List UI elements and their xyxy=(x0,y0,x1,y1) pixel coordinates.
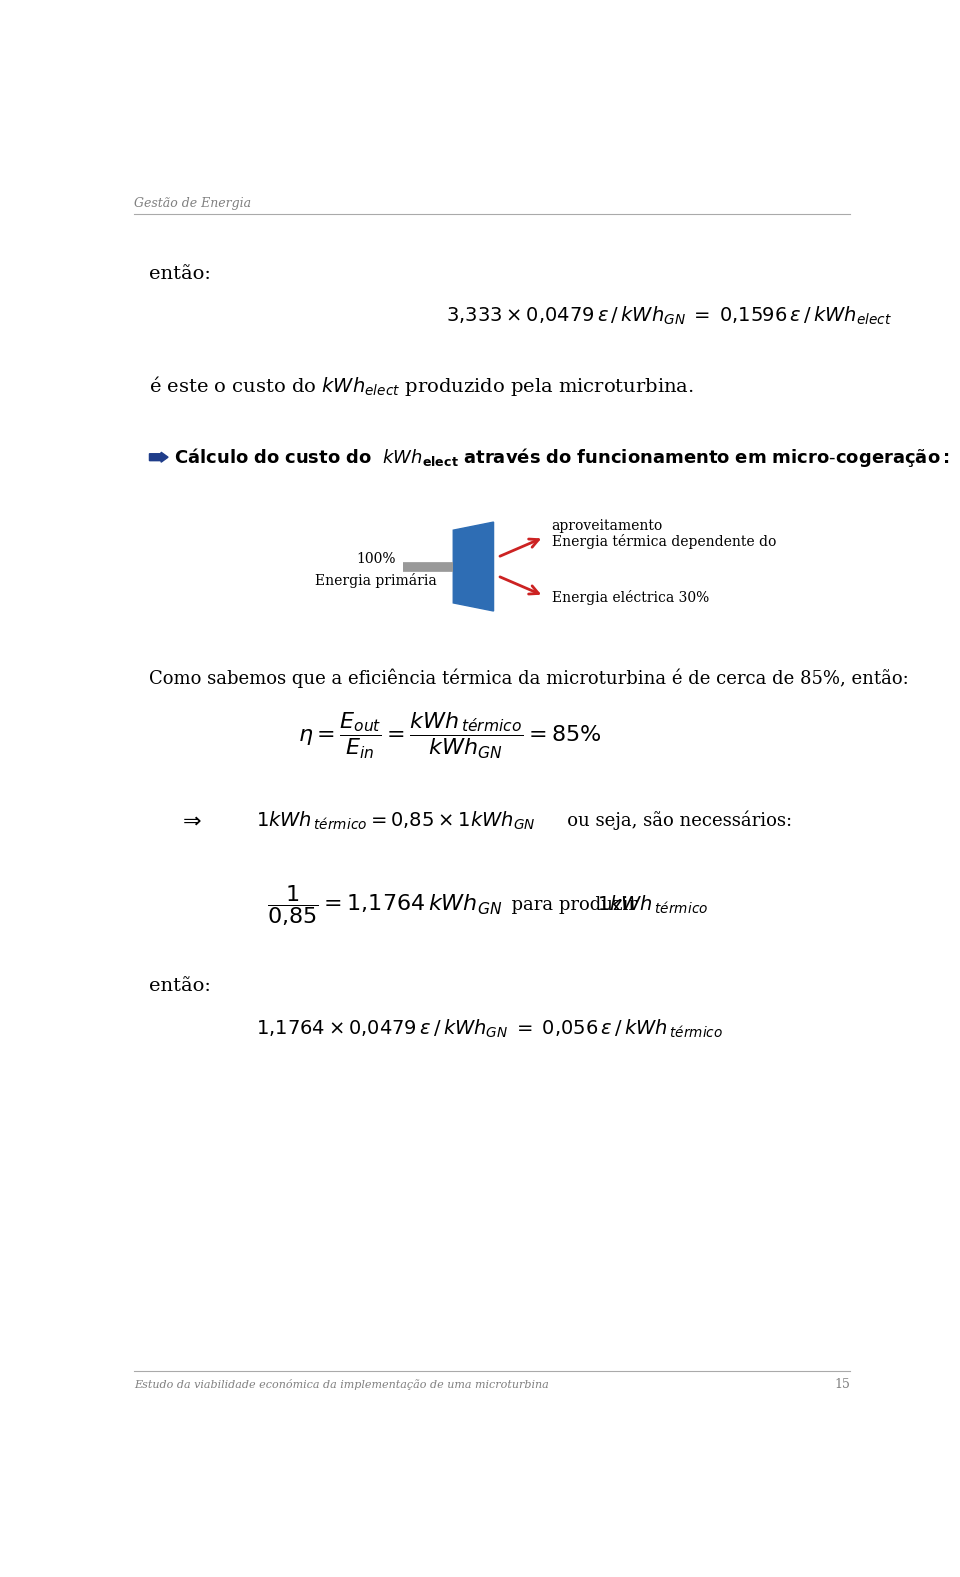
Text: então:: então: xyxy=(150,978,211,995)
Text: Como sabemos que a eficiência térmica da microturbina é de cerca de 85%, então:: Como sabemos que a eficiência térmica da… xyxy=(150,669,909,688)
Text: 15: 15 xyxy=(834,1378,850,1391)
Text: $1kWh_{\,térmico}=0{,}85\times1kWh_{GN}$: $1kWh_{\,térmico}=0{,}85\times1kWh_{GN}$ xyxy=(255,809,535,831)
Polygon shape xyxy=(453,522,493,610)
Text: Estudo da viabilidade económica da implementação de uma microturbina: Estudo da viabilidade económica da imple… xyxy=(134,1378,549,1389)
Text: Energia eléctrica 30%: Energia eléctrica 30% xyxy=(552,590,708,606)
Text: $\bf{Cálculo\ do\ custo\ do}\ $ $\it{kWh}$$\bf{_{elect}}$$\bf{\ através\ do\ fun: $\bf{Cálculo\ do\ custo\ do}\ $ $\it{kWh… xyxy=(175,446,950,468)
Text: $\dfrac{1}{0{,}85}=1{,}1764\,kWh_{GN}$: $\dfrac{1}{0{,}85}=1{,}1764\,kWh_{GN}$ xyxy=(267,883,503,927)
Text: 100%: 100% xyxy=(356,552,396,566)
Text: para produzir: para produzir xyxy=(500,896,648,915)
Text: ou seja, são necessários:: ou seja, são necessários: xyxy=(550,811,792,831)
Text: $1kWh_{\,térmico}$: $1kWh_{\,térmico}$ xyxy=(596,894,708,916)
Text: é este o custo do $kWh_{elect}$ produzido pela microturbina.: é este o custo do $kWh_{elect}$ produzid… xyxy=(150,374,694,397)
Text: Energia primária: Energia primária xyxy=(315,572,437,588)
Text: Gestão de Energia: Gestão de Energia xyxy=(134,197,252,210)
Text: aproveitamento: aproveitamento xyxy=(552,519,663,533)
Text: $1{,}1764\times0{,}0479\,\epsilon\,/\,kWh_{GN}\;=\;0{,}056\,\epsilon\,/\,kWh_{\,: $1{,}1764\times0{,}0479\,\epsilon\,/\,kW… xyxy=(255,1017,723,1039)
FancyArrow shape xyxy=(150,453,168,462)
Text: Energia térmica dependente do: Energia térmica dependente do xyxy=(552,535,776,549)
Text: $3{,}333\times0{,}0479\,\epsilon\,/\,kWh_{GN}\;=\;0{,}1596\,\epsilon\,/\,kWh_{el: $3{,}333\times0{,}0479\,\epsilon\,/\,kWh… xyxy=(445,304,892,328)
Text: $\eta=\dfrac{E_{out}}{E_{in}}=\dfrac{kWh_{\,térmico}}{kWh_{GN}}=85\%$: $\eta=\dfrac{E_{out}}{E_{in}}=\dfrac{kWh… xyxy=(299,711,602,762)
Text: então:: então: xyxy=(150,265,211,282)
Text: $\Rightarrow$: $\Rightarrow$ xyxy=(179,809,202,831)
